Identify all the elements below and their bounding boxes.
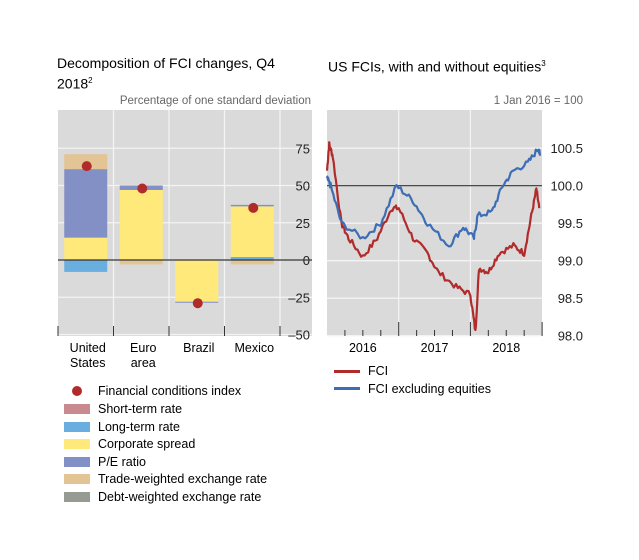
- category-label: Euro: [130, 341, 156, 355]
- right-xtick-label: 2017: [421, 341, 449, 355]
- legend-item: Short-term rate: [64, 402, 182, 416]
- right-chart-title-text: US FCIs, with and without equities: [328, 58, 542, 75]
- category-label: States: [70, 356, 105, 370]
- right-y-unit: 1 Jan 2016 = 100: [493, 95, 583, 107]
- legend-label: Long-term rate: [98, 419, 180, 434]
- right-ytick-label: 98.0: [558, 329, 583, 344]
- right-ytick-label: 99.5: [558, 216, 583, 231]
- bar-corporate-spread: [230, 206, 274, 258]
- right-ytick-label: 100.0: [550, 179, 583, 194]
- legend-item-fci: Financial conditions index: [64, 384, 241, 398]
- right-ytick-label: 98.5: [558, 291, 583, 306]
- legend-item: Debt-weighted exchange rate: [64, 490, 261, 504]
- legend-label: Trade-weighted exchange rate: [98, 472, 268, 487]
- legend-label: P/E ratio: [98, 454, 146, 469]
- bar-long-term-rate: [64, 260, 108, 272]
- legend-label: Financial conditions index: [98, 384, 242, 398]
- category-label: United: [70, 341, 106, 355]
- fci-dot: [248, 202, 259, 213]
- fci-dot: [192, 298, 203, 309]
- category-label: Brazil: [183, 341, 214, 355]
- category-label: Mexico: [234, 341, 274, 355]
- left-chart-title-text: Decomposition of FCI changes, Q4 2018: [57, 55, 275, 92]
- legend-label: Short-term rate: [98, 402, 183, 416]
- legend-line-icon: [334, 369, 360, 373]
- bar-trade-weighted-exchange-rate: [119, 260, 163, 265]
- legend-swatch: [64, 421, 90, 432]
- left-ytick-label: 75: [296, 141, 310, 156]
- right-chart-title-note: 3: [541, 59, 546, 68]
- left-ytick-label: –50: [288, 328, 310, 343]
- fci-dot: [81, 161, 92, 172]
- right-ytick-label: 100.5: [550, 141, 583, 156]
- series-line-fci: [325, 141, 541, 332]
- legend-swatch: [64, 456, 90, 467]
- bar-corporate-spread: [64, 237, 108, 260]
- legend-label: FCI: [368, 364, 389, 378]
- left-ytick-label: 25: [296, 216, 310, 231]
- legend-item: Corporate spread: [64, 437, 195, 451]
- legend-swatch: [64, 474, 90, 485]
- bar-corporate-spread: [175, 260, 219, 302]
- left-chart-title: Decomposition of FCI changes, Q4 20182: [57, 55, 307, 93]
- legend-swatch: [64, 404, 90, 414]
- legend-swatch: [64, 439, 90, 450]
- left-ytick-label: 50: [296, 179, 310, 194]
- bar-corporate-spread: [119, 189, 163, 260]
- bar-trade-weighted-exchange-rate: [230, 260, 274, 265]
- left-y-unit: Percentage of one standard deviation: [119, 95, 311, 107]
- legend-item: Trade-weighted exchange rate: [64, 472, 267, 486]
- left-chart-title-note: 2: [88, 76, 93, 85]
- legend-label: Corporate spread: [98, 437, 196, 452]
- right-xtick-label: 2018: [492, 341, 520, 355]
- category-label: area: [131, 356, 156, 370]
- legend-dot-icon: [64, 386, 90, 396]
- legend-line-icon: [334, 387, 360, 391]
- right-ytick-label: 99.0: [558, 254, 583, 269]
- bar-long-term-rate: [230, 257, 274, 260]
- legend-swatch: [64, 492, 90, 502]
- fci-dot: [137, 183, 148, 194]
- legend-label: Debt-weighted exchange rate: [98, 490, 262, 504]
- right-chart-title: US FCIs, with and without equities3: [328, 55, 546, 76]
- legend-item: FCI excluding equities: [334, 382, 491, 396]
- legend-item: P/E ratio: [64, 455, 146, 469]
- legend-label: FCI excluding equities: [368, 381, 491, 396]
- legend-item: FCI: [334, 364, 388, 378]
- legend-item: Long-term rate: [64, 420, 180, 434]
- series-line-fci-excluding-equities: [325, 148, 542, 248]
- bar-p-e-ratio: [64, 169, 108, 238]
- right-xtick-label: 2016: [349, 341, 377, 355]
- left-ytick-label: –25: [288, 290, 310, 305]
